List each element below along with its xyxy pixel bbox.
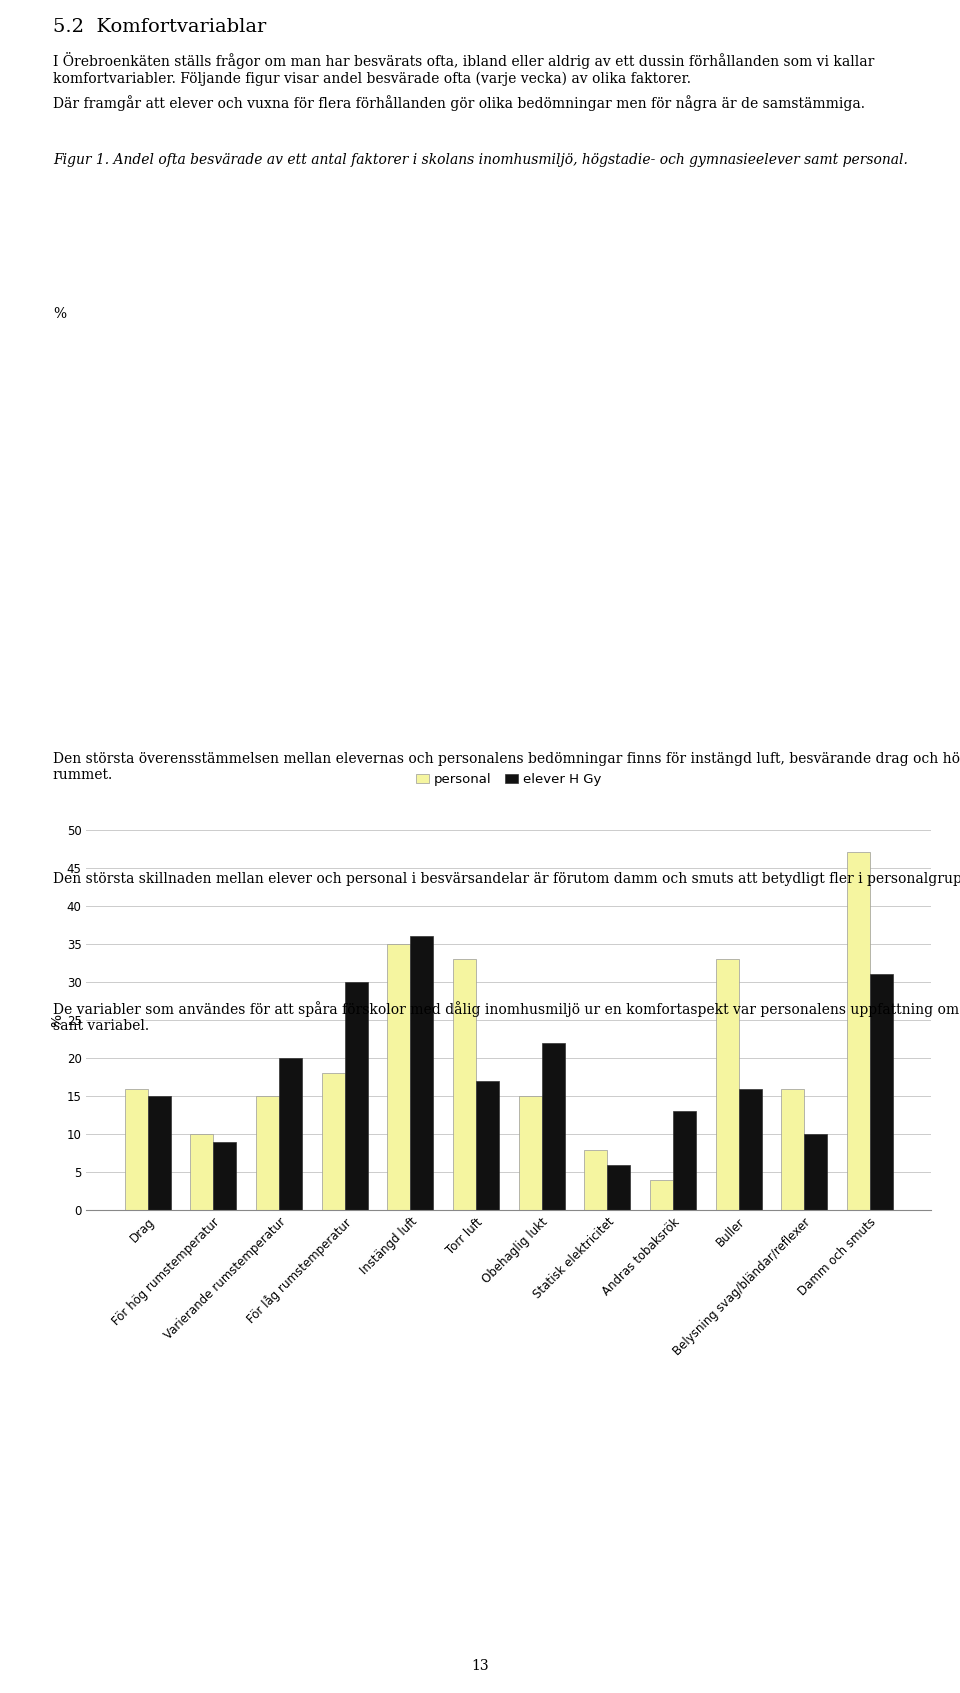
Text: De variabler som användes för att spåra förskolor med dålig inomhusmiljö ur en k: De variabler som användes för att spåra … xyxy=(53,1001,960,1033)
Text: Där framgår att elever och vuxna för flera förhållanden gör olika bedömningar me: Där framgår att elever och vuxna för fle… xyxy=(53,95,865,110)
Bar xyxy=(673,1112,696,1210)
Bar xyxy=(715,958,738,1210)
Text: 13: 13 xyxy=(471,1659,489,1673)
Y-axis label: %: % xyxy=(50,1014,64,1026)
Bar xyxy=(738,1089,761,1210)
Bar xyxy=(476,1082,499,1210)
Bar xyxy=(279,1058,302,1210)
Text: Figur 1. Andel ofta besvärade av ett antal faktorer i skolans inomhusmiljö, högs: Figur 1. Andel ofta besvärade av ett ant… xyxy=(53,152,907,168)
Bar xyxy=(148,1097,171,1210)
Legend: personal, elever H Gy: personal, elever H Gy xyxy=(411,767,607,791)
Bar xyxy=(388,945,410,1210)
Bar xyxy=(322,1073,345,1210)
Bar xyxy=(541,1043,564,1210)
Bar xyxy=(585,1150,608,1210)
Bar xyxy=(650,1180,673,1210)
Text: %: % xyxy=(53,306,66,322)
Bar xyxy=(345,982,368,1210)
Bar xyxy=(518,1097,541,1210)
Bar xyxy=(190,1134,213,1210)
Bar xyxy=(453,958,476,1210)
Bar xyxy=(847,852,870,1210)
Bar xyxy=(125,1089,148,1210)
Text: 5.2  Komfortvariablar: 5.2 Komfortvariablar xyxy=(53,19,266,36)
Bar xyxy=(256,1097,279,1210)
Bar xyxy=(410,936,433,1210)
Bar xyxy=(804,1134,828,1210)
Bar xyxy=(870,975,893,1210)
Text: Den största överensstämmelsen mellan elevernas och personalens bedömningar finns: Den största överensstämmelsen mellan ele… xyxy=(53,750,960,782)
Text: I Örebroenkäten ställs frågor om man har besvärats ofta, ibland eller aldrig av : I Örebroenkäten ställs frågor om man har… xyxy=(53,52,875,86)
Bar xyxy=(781,1089,804,1210)
Text: Den största skillnaden mellan elever och personal i besvärsandelar är förutom da: Den största skillnaden mellan elever och… xyxy=(53,870,960,885)
Bar xyxy=(608,1165,630,1210)
Bar xyxy=(213,1141,236,1210)
